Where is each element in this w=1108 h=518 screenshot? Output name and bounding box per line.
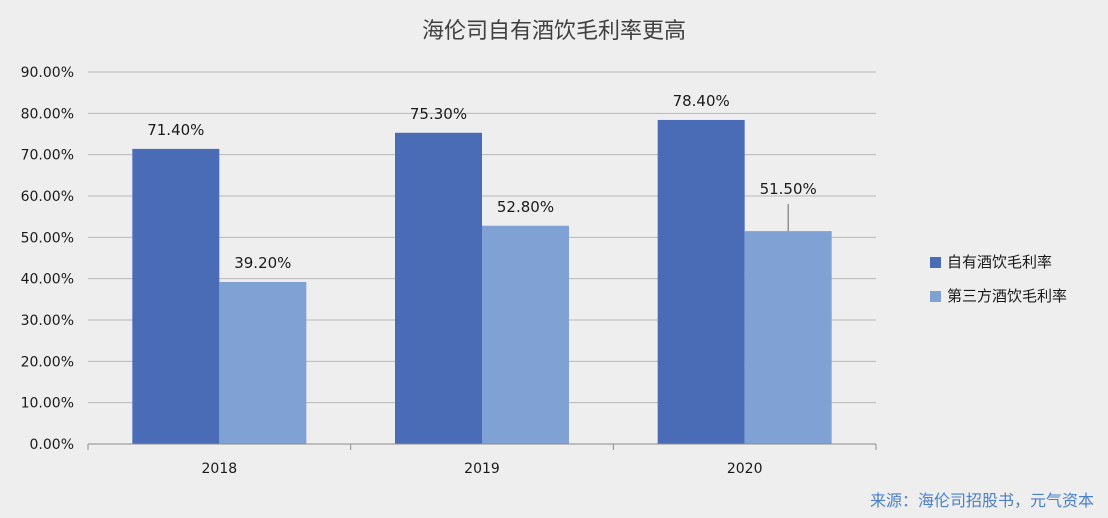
data-label: 78.40% — [673, 92, 730, 110]
source-note: 来源：海伦司招股书，元气资本 — [870, 491, 1094, 510]
y-tick-label: 50.00% — [21, 230, 74, 246]
data-label: 52.80% — [497, 198, 554, 216]
bar-third-party-2019 — [482, 225, 569, 444]
bars: 71.40% 39.20% 75.30% 52.80% 78.40% 51.50% — [132, 92, 832, 445]
y-tick-label: 10.00% — [21, 396, 74, 412]
chart-title: 海伦司自有酒饮毛利率更高 — [422, 19, 686, 44]
y-tick-label: 20.00% — [21, 354, 74, 370]
legend-swatch — [930, 291, 941, 302]
data-label: 75.30% — [410, 105, 467, 123]
legend-label: 第三方酒饮毛利率 — [947, 287, 1067, 305]
bar-own-2019 — [395, 132, 482, 444]
data-label: 51.50% — [760, 180, 817, 198]
data-label: 71.40% — [147, 121, 204, 139]
y-tick-label: 40.00% — [21, 272, 74, 288]
y-tick-label: 80.00% — [21, 106, 74, 122]
x-category-label: 2020 — [727, 461, 763, 477]
y-axis: 0.00% 10.00% 20.00% 30.00% 40.00% 50.00% 60.00… — [21, 65, 74, 453]
data-label: 39.20% — [234, 254, 291, 272]
x-axis: 2018 2019 2020 — [87, 443, 877, 477]
x-category-label: 2019 — [464, 461, 500, 477]
y-tick-label: 90.00% — [21, 65, 74, 81]
y-tick-label: 70.00% — [21, 148, 74, 164]
bar-own-2018 — [132, 148, 220, 444]
bar-third-party-2020 — [744, 231, 832, 444]
y-tick-label: 60.00% — [21, 189, 74, 205]
legend-swatch — [930, 257, 941, 268]
y-tick-label: 0.00% — [30, 437, 74, 453]
legend-label: 自有酒饮毛利率 — [947, 253, 1052, 271]
bar-own-2020 — [657, 119, 745, 445]
y-tick-label: 30.00% — [21, 313, 74, 329]
x-category-label: 2018 — [202, 461, 238, 477]
bar-third-party-2018 — [219, 281, 307, 444]
